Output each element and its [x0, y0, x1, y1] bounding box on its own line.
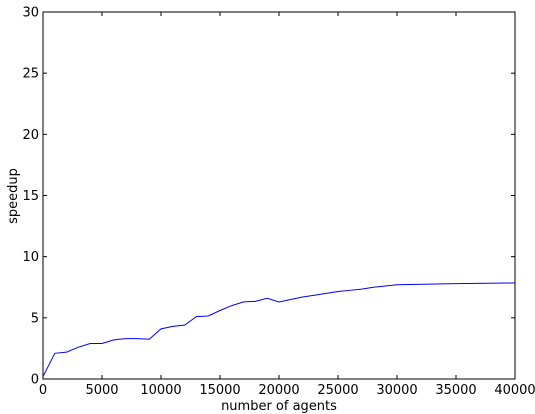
y-tick-label: 20	[22, 128, 39, 143]
x-tick-label: 25000	[317, 383, 358, 398]
x-tick-label: 30000	[376, 383, 417, 398]
axis-ticks	[42, 11, 516, 380]
x-tick-label: 10000	[140, 383, 181, 398]
y-tick-label: 10	[22, 250, 39, 265]
y-tick-label: 5	[31, 311, 39, 326]
series-line	[42, 282, 516, 377]
series-lines	[42, 282, 516, 377]
y-tick-label: 30	[22, 6, 39, 21]
y-tick-label: 0	[31, 373, 39, 388]
plot-area	[42, 11, 516, 380]
x-tick-label: 5000	[85, 383, 118, 398]
x-tick-label: 20000	[258, 383, 299, 398]
y-tick-label: 15	[22, 189, 39, 204]
x-tick-label: 40000	[494, 383, 535, 398]
x-tick-label: 35000	[435, 383, 476, 398]
y-tick-label: 25	[22, 67, 39, 82]
x-tick-label: 15000	[199, 383, 240, 398]
axis-tick-labels: 0 5000 10000 15000 20000 25000 30000 35000 40000…	[22, 6, 535, 399]
x-axis-label: number of agents	[221, 399, 337, 414]
x-tick-label: 0	[39, 383, 47, 398]
y-axis-label: speedup	[6, 168, 21, 224]
